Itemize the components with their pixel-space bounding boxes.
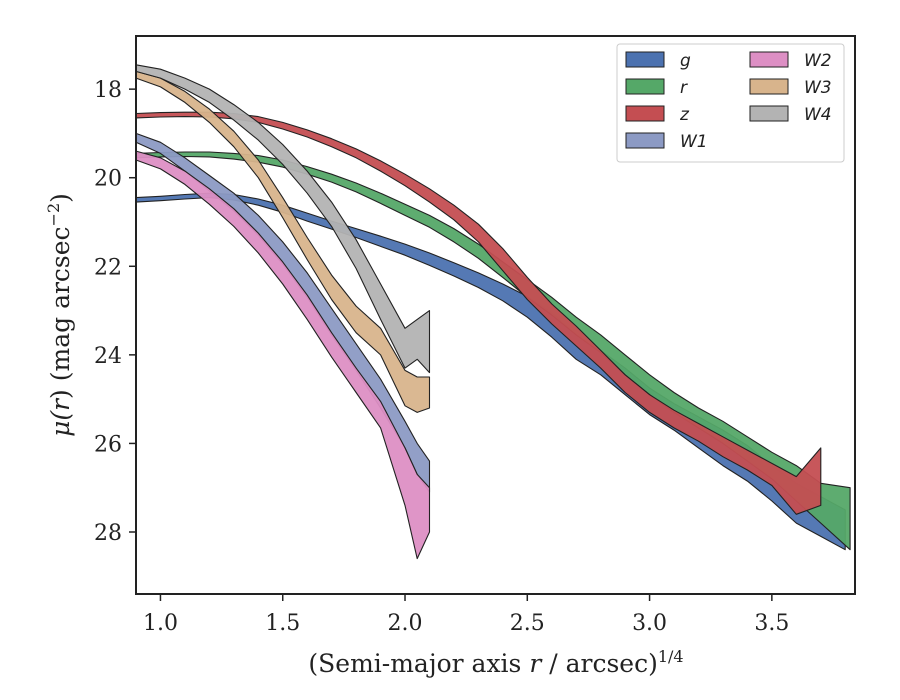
legend: grz W1 W2 W3 W4 (616, 43, 845, 163)
legend-swatch-w2 (749, 51, 789, 68)
legend-swatch-z (625, 105, 665, 122)
band-w4 (135, 64, 431, 374)
legend-label-w1: W1 (680, 132, 708, 152)
x-axis-label: (Semi-major axis r / arcsec)1/4 (308, 647, 683, 678)
y-axis: 18 20 22 24 26 28 (94, 78, 136, 546)
legend-swatch-g (625, 51, 665, 68)
y-tick-label: 24 (94, 344, 122, 369)
band-r (135, 151, 851, 551)
band-layer (135, 64, 851, 560)
legend-label-w3: W3 (804, 78, 832, 98)
x-tick-label: 2.5 (510, 611, 545, 636)
legend-swatch-w4 (749, 105, 789, 122)
legend-label-r: r (680, 78, 688, 98)
legend-label-z: z (679, 105, 690, 125)
legend-label-w4: W4 (804, 105, 832, 125)
y-axis-label: μ(r) (mag arcsec−2) (44, 193, 75, 437)
legend-items: grz W1 W2 W3 W4 (625, 51, 832, 152)
legend-box (616, 43, 845, 163)
legend-swatch-w1 (625, 132, 665, 149)
y-tick-label: 28 (94, 521, 122, 546)
x-tick-label: 2.0 (388, 611, 423, 636)
legend-label-g: g (680, 51, 691, 71)
x-tick-label: 3.5 (754, 611, 789, 636)
legend-swatch-r (625, 78, 665, 95)
band-z (135, 111, 822, 515)
plot-frame (135, 35, 856, 595)
legend-swatch-w3 (749, 78, 789, 95)
band-w3 (135, 70, 431, 413)
band-w2 (135, 150, 431, 560)
x-tick-label: 1.5 (265, 611, 300, 636)
x-tick-label: 3.0 (632, 611, 667, 636)
legend-label-w2: W2 (804, 51, 832, 71)
x-axis: 1.0 1.5 2.0 2.5 3.0 3.5 (143, 594, 789, 636)
x-tick-label: 1.0 (143, 611, 178, 636)
y-tick-label: 26 (94, 432, 122, 457)
y-tick-label: 18 (94, 78, 122, 103)
band-g (135, 192, 846, 551)
y-tick-label: 22 (94, 255, 122, 280)
y-tick-label: 20 (94, 167, 122, 192)
